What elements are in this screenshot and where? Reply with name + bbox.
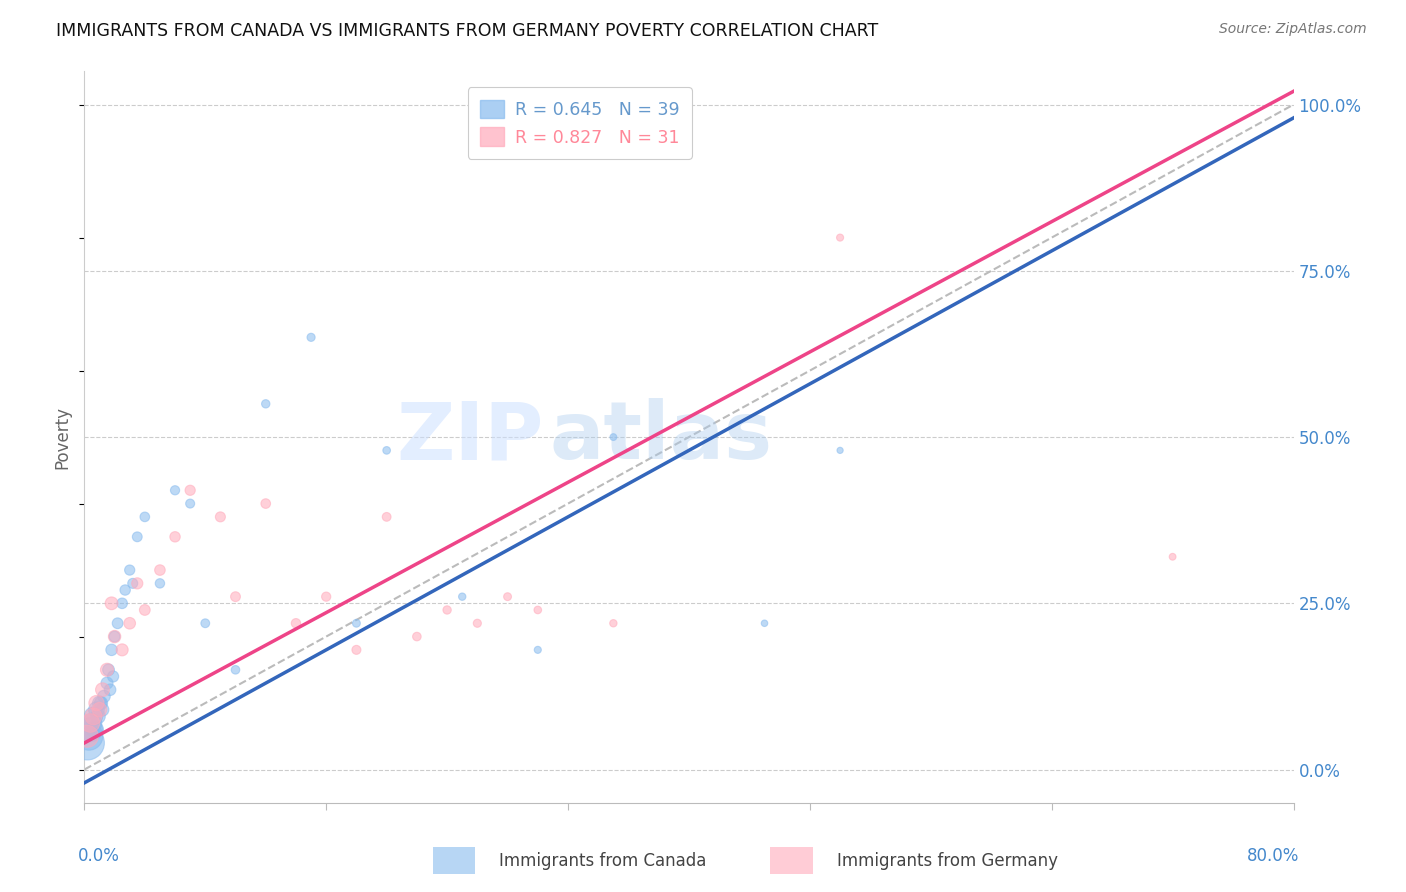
Point bbox=[165, 530, 187, 544]
Point bbox=[104, 630, 127, 644]
Point bbox=[90, 696, 112, 710]
Point bbox=[100, 643, 122, 657]
Point bbox=[87, 709, 110, 723]
Point bbox=[149, 576, 172, 591]
Point bbox=[830, 230, 852, 244]
Point bbox=[754, 616, 776, 631]
Point bbox=[89, 696, 111, 710]
Point bbox=[496, 590, 519, 604]
Point bbox=[375, 509, 398, 524]
Point bbox=[134, 509, 156, 524]
Point bbox=[602, 430, 624, 444]
Point bbox=[89, 703, 111, 717]
Point bbox=[346, 643, 368, 657]
Point bbox=[77, 729, 100, 743]
Point bbox=[194, 616, 217, 631]
Point bbox=[254, 497, 277, 511]
Point bbox=[830, 443, 852, 458]
Point bbox=[93, 690, 115, 704]
Point bbox=[121, 576, 143, 591]
Point bbox=[79, 723, 101, 737]
Point bbox=[118, 616, 141, 631]
Point bbox=[527, 603, 550, 617]
Point bbox=[111, 643, 134, 657]
Point bbox=[127, 576, 149, 591]
Text: 0.0%: 0.0% bbox=[79, 847, 120, 864]
Point bbox=[451, 590, 474, 604]
Point bbox=[346, 616, 368, 631]
Text: Source: ZipAtlas.com: Source: ZipAtlas.com bbox=[1219, 22, 1367, 37]
Point bbox=[104, 630, 127, 644]
Y-axis label: Poverty: Poverty bbox=[53, 406, 72, 468]
Point bbox=[1161, 549, 1184, 564]
Point bbox=[107, 616, 129, 631]
Point bbox=[76, 736, 98, 750]
Point bbox=[315, 590, 337, 604]
Point bbox=[82, 709, 104, 723]
Text: Immigrants from Canada: Immigrants from Canada bbox=[499, 852, 706, 870]
Point bbox=[436, 603, 458, 617]
Point bbox=[149, 563, 172, 577]
Text: atlas: atlas bbox=[550, 398, 773, 476]
Point bbox=[86, 703, 108, 717]
Point bbox=[209, 509, 232, 524]
Point bbox=[285, 616, 308, 631]
Point bbox=[254, 397, 277, 411]
Point bbox=[467, 616, 489, 631]
Point bbox=[225, 663, 247, 677]
Text: IMMIGRANTS FROM CANADA VS IMMIGRANTS FROM GERMANY POVERTY CORRELATION CHART: IMMIGRANTS FROM CANADA VS IMMIGRANTS FRO… bbox=[56, 22, 879, 40]
Point bbox=[100, 596, 122, 610]
Point bbox=[179, 497, 201, 511]
Point bbox=[80, 716, 103, 731]
Text: ZIP: ZIP bbox=[396, 398, 544, 476]
Point bbox=[84, 723, 107, 737]
Point bbox=[97, 663, 120, 677]
Legend: R = 0.645   N = 39, R = 0.827   N = 31: R = 0.645 N = 39, R = 0.827 N = 31 bbox=[468, 87, 692, 159]
Point bbox=[111, 596, 134, 610]
Point bbox=[96, 676, 118, 690]
Point bbox=[101, 669, 124, 683]
Point bbox=[375, 443, 398, 458]
Point bbox=[299, 330, 322, 344]
Point bbox=[127, 530, 149, 544]
Point bbox=[86, 696, 108, 710]
Point bbox=[114, 582, 136, 597]
Text: 80.0%: 80.0% bbox=[1247, 847, 1299, 864]
Point bbox=[406, 630, 429, 644]
Point bbox=[91, 682, 114, 697]
Point bbox=[225, 590, 247, 604]
Point bbox=[76, 729, 98, 743]
Point bbox=[179, 483, 201, 498]
Point bbox=[91, 703, 114, 717]
Point bbox=[98, 682, 121, 697]
Point bbox=[527, 643, 550, 657]
Point bbox=[134, 603, 156, 617]
Point bbox=[82, 709, 104, 723]
Text: Immigrants from Germany: Immigrants from Germany bbox=[837, 852, 1057, 870]
Point bbox=[602, 616, 624, 631]
Point bbox=[165, 483, 187, 498]
Point bbox=[96, 663, 118, 677]
Point bbox=[118, 563, 141, 577]
Point bbox=[79, 716, 101, 731]
